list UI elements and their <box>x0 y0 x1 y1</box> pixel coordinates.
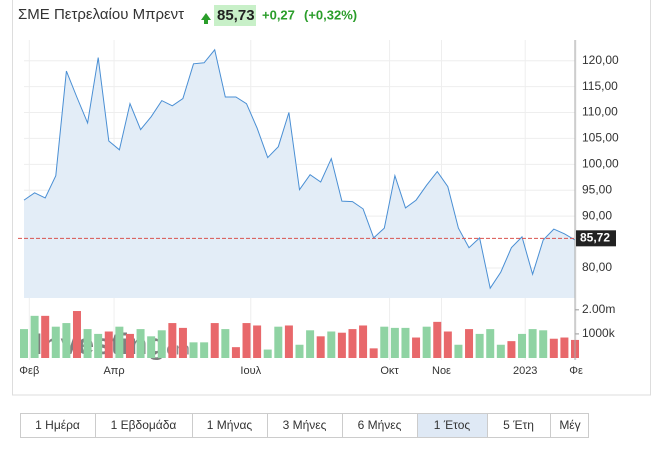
volume-bar <box>486 329 495 358</box>
volume-bar <box>518 333 527 358</box>
volume-bar <box>359 325 368 358</box>
y-tick-label: 115,00 <box>582 79 618 93</box>
frame <box>12 0 651 396</box>
range-button-label[interactable]: 5 Έτη <box>503 418 534 432</box>
volume-bar <box>454 344 463 358</box>
volume-bar <box>560 337 569 358</box>
volume-bar <box>125 333 134 358</box>
price-line <box>23 48 576 290</box>
volume-bar <box>433 321 442 358</box>
volume-bar <box>327 331 336 358</box>
range-button[interactable] <box>95 413 193 438</box>
x-tick-label: Οκτ <box>380 365 399 377</box>
volume-bar <box>422 326 431 358</box>
change-pct: (+0,32%) <box>304 7 357 22</box>
range-button[interactable] <box>550 413 589 438</box>
volume-bar <box>157 330 166 358</box>
volume-bar <box>136 329 145 358</box>
volume-bar <box>369 348 378 358</box>
y-tick-label: 105,00 <box>582 131 619 145</box>
range-button-label[interactable]: 1 Μήνας <box>207 418 253 432</box>
range-button-label[interactable]: 1 Ημέρα <box>35 418 80 432</box>
volume-bar <box>168 323 177 358</box>
volume-bar <box>496 344 505 358</box>
volume-bar <box>147 336 156 358</box>
change: +0,27 <box>262 7 295 22</box>
y-tick-label: 120,00 <box>582 53 619 67</box>
range-button-label[interactable]: 1 Εβδομάδα <box>111 418 177 432</box>
range-button-label[interactable]: Μέγ <box>559 418 580 432</box>
range-button[interactable] <box>487 413 551 438</box>
volume-bar <box>316 336 325 358</box>
volume-bar <box>539 330 548 358</box>
volume-bar <box>221 329 230 358</box>
range-button-label[interactable]: 3 Μήνες <box>283 418 327 432</box>
volume-bar <box>20 329 28 358</box>
volume-bar <box>263 349 272 358</box>
volume-bar <box>528 329 537 358</box>
volume-bar <box>465 329 474 358</box>
volume-bar <box>242 323 251 358</box>
volume-bar <box>348 329 357 358</box>
range-button[interactable] <box>20 413 96 438</box>
volume-bar <box>253 325 262 358</box>
range-button-label[interactable]: 1 Έτος <box>434 418 471 432</box>
last-price-box <box>576 230 616 247</box>
volume-bar <box>231 347 240 358</box>
volume-bar <box>200 342 209 358</box>
volume-bar <box>274 326 283 358</box>
volume-bar <box>306 330 315 358</box>
volume-bar <box>295 344 304 358</box>
range-button-label[interactable]: 6 Μήνες <box>358 418 402 432</box>
last-price-label: 85,72 <box>580 230 610 244</box>
volume-bar <box>189 342 198 358</box>
volume-bar <box>443 331 452 358</box>
y-tick-label: 1000k <box>582 326 616 340</box>
volume-bar <box>115 326 124 358</box>
area-fill <box>24 49 575 298</box>
y-tick-label: 110,00 <box>582 105 618 119</box>
volume-bar <box>390 327 399 358</box>
y-tick-label: 80,00 <box>582 260 612 274</box>
y-tick-label: 2.00m <box>582 302 615 316</box>
volume-bar <box>51 326 60 358</box>
volume-bar <box>401 327 410 358</box>
y-tick-label: 90,00 <box>582 208 612 222</box>
x-tick-label: Φεβ <box>19 365 39 377</box>
chart-title: ΣΜΕ Πετρελαίου Μπρεντ <box>18 6 184 23</box>
x-tick-label: 2023 <box>513 365 537 377</box>
x-tick-label: Φε <box>569 365 583 377</box>
y-tick-label: 95,00 <box>582 182 612 196</box>
up-arrow <box>201 13 211 24</box>
x-tick-label: Νοε <box>432 365 451 377</box>
range-button[interactable] <box>342 413 418 438</box>
volume-bar <box>104 331 113 358</box>
price: 85,73 <box>217 7 255 24</box>
y-tick-label: 100,00 <box>582 157 619 171</box>
volume-bar <box>83 329 92 358</box>
range-button[interactable] <box>192 413 268 438</box>
volume-bar <box>549 338 558 358</box>
range-button[interactable] <box>417 413 488 438</box>
volume-bar <box>380 326 389 358</box>
volume-bar <box>94 333 103 358</box>
volume-bar <box>30 315 39 358</box>
volume-bar <box>475 333 484 358</box>
volume-bar <box>412 337 421 358</box>
volume-bar <box>337 332 346 358</box>
volume-bar <box>284 325 293 358</box>
volume-bar <box>41 315 50 358</box>
volume-bar <box>210 323 219 358</box>
x-tick-label: Ιουλ <box>240 365 261 377</box>
x-tick-label: Απρ <box>103 365 124 377</box>
volume-bar <box>178 327 187 358</box>
volume-bar <box>507 341 516 358</box>
price-box <box>214 5 256 26</box>
volume-bar <box>62 323 71 358</box>
volume-bar <box>72 311 81 358</box>
